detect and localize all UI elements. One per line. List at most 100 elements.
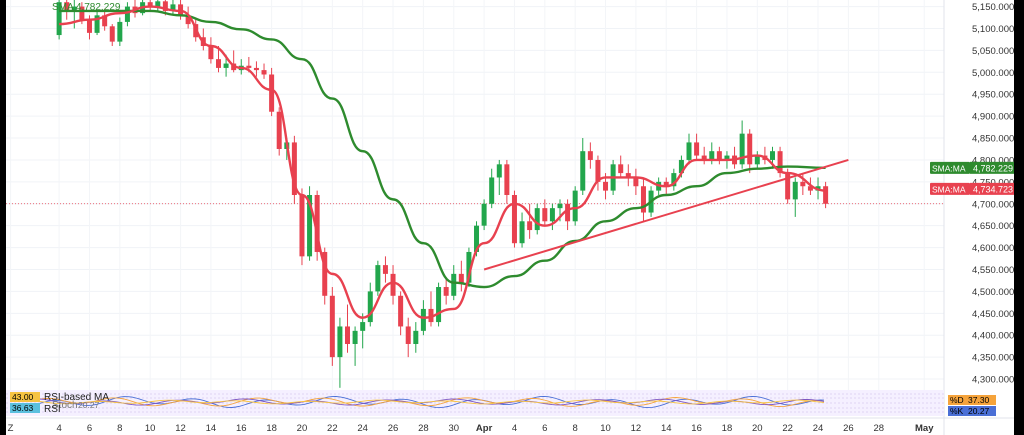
rsi-ma-label: RSI-based MA [44,392,110,403]
candle-body [640,186,646,213]
rsi-ma-value-badge-bg [10,392,40,402]
candle-body [466,251,472,283]
rsi-ma-line [35,399,825,405]
candle-body [694,142,700,156]
price-tick-label: 4,900.000 [972,112,1014,123]
candle-body [542,208,548,222]
time-tick-label: Apr [476,423,493,434]
candle-body [64,2,70,11]
candle-body [253,67,259,71]
candle-body [474,225,480,252]
candle-body [451,273,457,296]
candle-body [390,273,396,296]
candle-body [481,203,487,226]
price-tick-label: 4,600.000 [972,243,1014,254]
candle-body [777,151,783,174]
candle-body [603,181,609,191]
d-value-badge: 37.30 [968,395,990,405]
time-tick-label: 6 [87,423,92,434]
trendline [483,158,849,271]
time-axis: Z 4 6 8 10 12 14 16 18 20 22 24 26 28 30 Apr 4 6 8 10 12 14 16… [6,417,1014,434]
candle-body [792,181,798,200]
candle-body [580,151,586,191]
candle-body [800,181,806,187]
sma-red-badge-name: SMA:MA [932,184,966,194]
candle-body [337,326,343,358]
price-chart[interactable]: 5,150.000 5,100.000 5,050.000 5,000.000 4,95… [6,0,1014,435]
time-tick-label: May [915,423,934,434]
candle-body [102,15,108,27]
price-tick-label: 4,350.000 [972,353,1014,364]
sma-green-badge-name-badge [930,161,970,174]
candle-body [269,74,275,112]
price-tick-label: 4,500.000 [972,287,1014,298]
stoch-value: 20.27 [78,400,100,410]
candle-body [208,46,214,60]
time-tick-label: 20 [752,423,763,434]
candle-body [739,133,745,165]
price-tick-label: 4,700.000 [972,199,1014,210]
candle-body [496,164,502,178]
sma-green-badge-name: SMA:MA [932,163,966,173]
rsi-value-badge: 36.63 [12,403,34,413]
candle-body [458,273,464,283]
time-tick-label: 26 [388,423,399,434]
d-value-badge-bg [966,395,996,405]
candle-body [747,133,753,165]
time-tick-label: 14 [661,423,672,434]
candle-body [215,59,221,68]
stoch-label: Stoch [52,400,78,411]
candle-body [754,155,760,165]
rsi-value-badge-bg [10,403,40,413]
candle-body [124,6,130,22]
candle-body [549,208,555,222]
k-value-badge: 20.27 [968,406,990,416]
candle-body [420,308,426,331]
price-tick-label: 5,050.000 [972,46,1014,57]
chart-plot-area[interactable]: 5,150.000 5,100.000 5,050.000 5,000.000 4,95… [6,0,1014,435]
time-tick-label: 20 [297,423,308,434]
candle-body [671,173,677,187]
time-tick-label: 8 [117,423,122,434]
price-tick-label: 5,100.000 [972,24,1014,35]
candle-body [405,326,411,344]
sma-red-badge-value: 4,734.723 [973,184,1013,194]
k-label-badge-bg [948,406,966,416]
candle-body [724,155,730,160]
candle-body [94,15,100,33]
candle-body [147,2,153,7]
candle-body [504,164,510,195]
price-tick-label: 4,650.000 [972,221,1014,232]
candle-body [162,1,168,11]
candle-body [527,221,533,231]
candle-body [663,181,669,187]
candle-body [557,203,563,209]
candle-body [823,186,829,204]
sma-red-badge-name-badge [930,182,970,195]
moving-averages [59,5,849,319]
time-tick-label: 8 [573,423,578,434]
time-tick-label: 16 [236,423,247,434]
candle-body [625,173,631,178]
price-axis: 5,150.000 5,100.000 5,050.000 5,000.000 4,95… [943,0,1014,435]
time-tick-label: 24 [813,423,824,434]
d-label-badge-bg [948,395,966,405]
candle-body [519,221,525,244]
k-label-badge: %K [950,406,964,416]
candle-body [291,142,297,195]
sma-green-badge-value-badge [970,161,1014,174]
price-tick-label: 4,300.000 [972,375,1014,386]
price-tick-label: 4,750.000 [972,177,1014,188]
sma-green-badge-value: 4,782.229 [973,163,1013,173]
candle-body [511,195,517,244]
price-tick-label: 4,950.000 [972,90,1014,101]
rsi-ma-value-badge: 43.00 [12,392,34,402]
candle-body [86,19,92,33]
candle-body [345,326,351,344]
candle-body [367,291,373,323]
candle-body [261,70,267,75]
candle-body [785,173,791,200]
candle-body [375,265,381,292]
price-tick-label: 4,400.000 [972,331,1014,342]
candle-body [678,159,684,174]
